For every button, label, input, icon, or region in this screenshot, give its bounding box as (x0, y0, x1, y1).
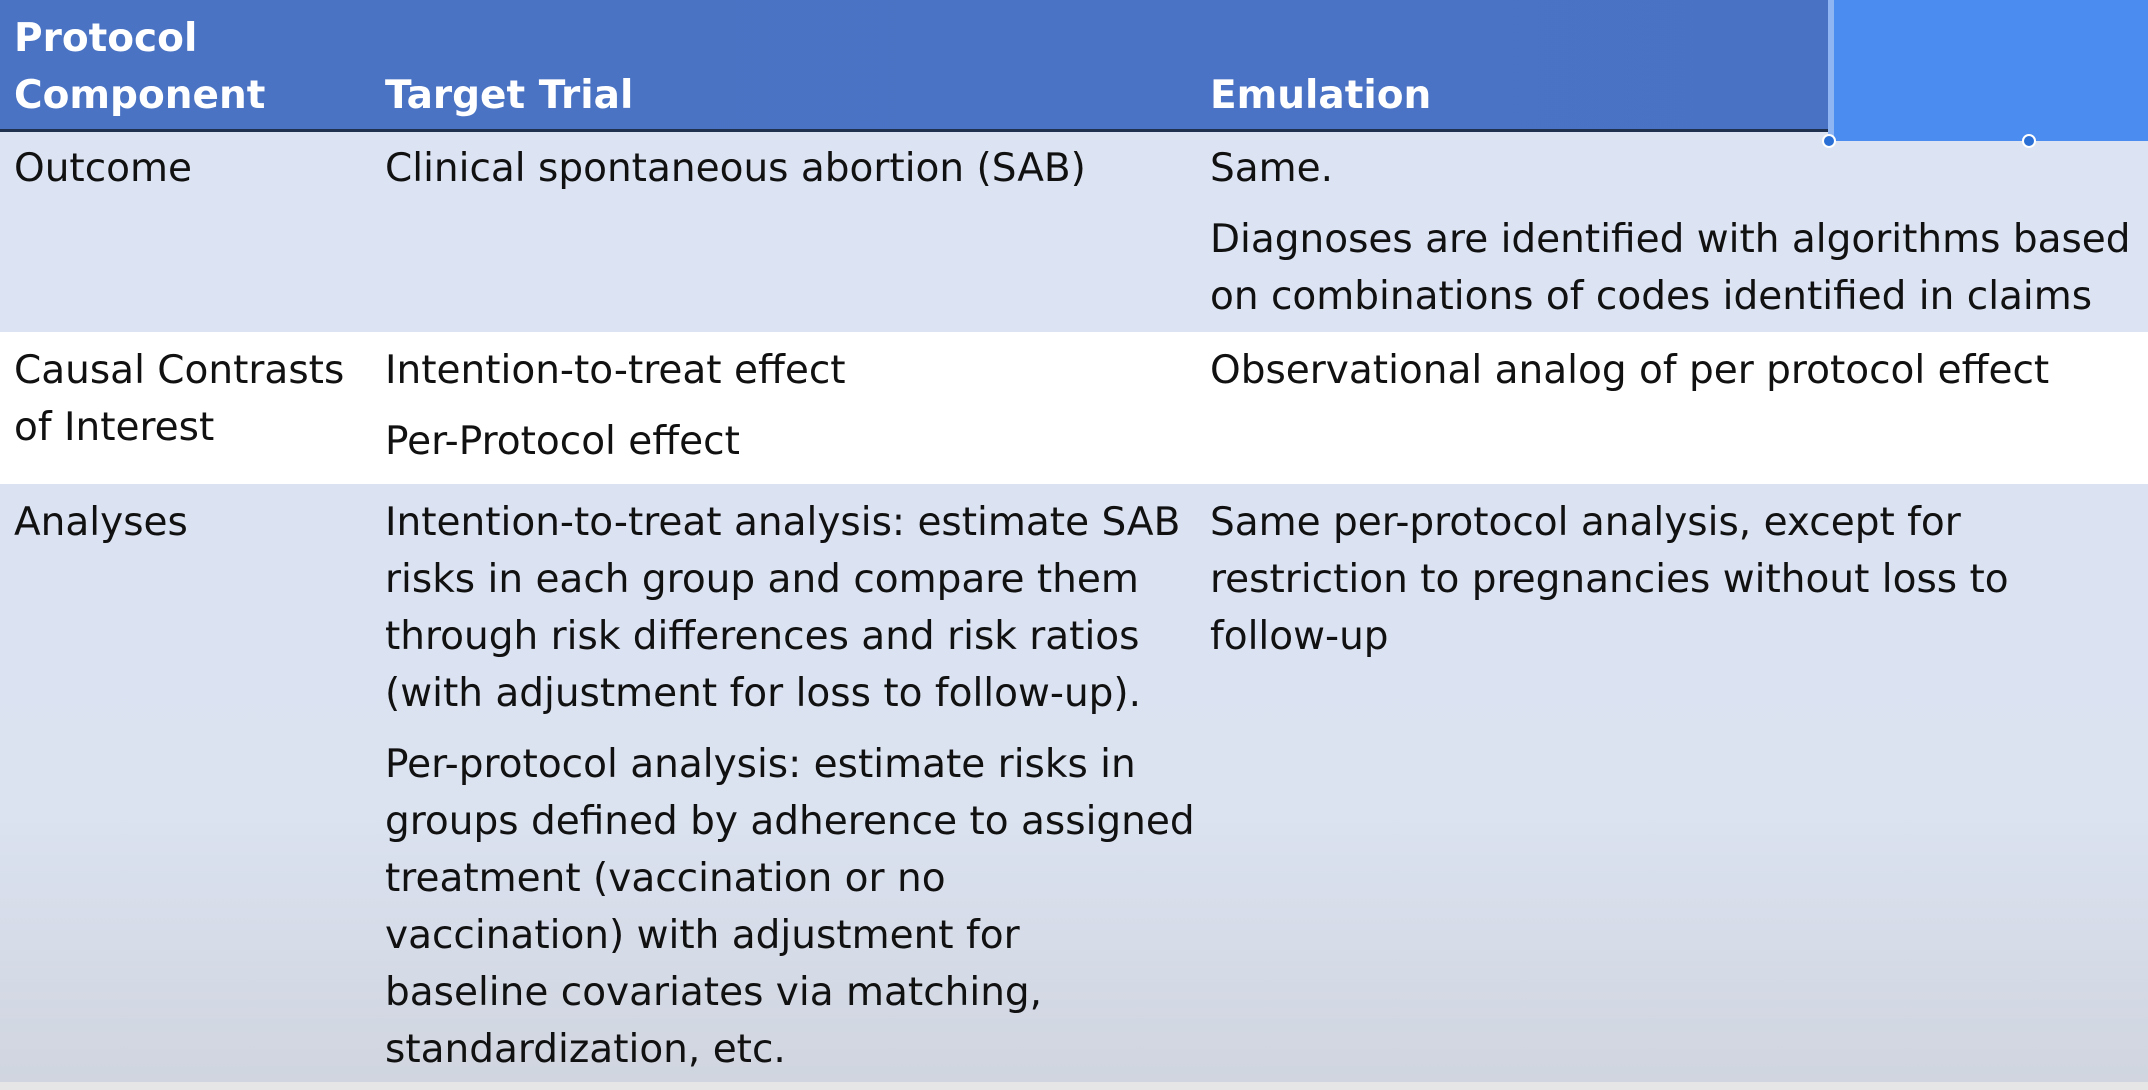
header-text-line: Component (14, 73, 266, 118)
cell-target: Clinical spontaneous abortion (SAB) (385, 140, 1086, 197)
paragraph: Same. (1210, 140, 2131, 197)
cell-text: Analyses (14, 500, 188, 545)
header-protocol-component: Protocol Component (14, 10, 265, 124)
cell-text: Same. (1210, 146, 1334, 191)
cell-text: vaccination) with adjustment for (385, 913, 1020, 958)
cell-text: Outcome (14, 146, 192, 191)
cell-text: baseline covariates via matching, (385, 970, 1043, 1015)
cell-text: Per-protocol analysis: estimate risks in (385, 742, 1136, 787)
resize-handle-bottom-left[interactable] (1822, 134, 1836, 148)
paragraph: Per-protocol analysis: estimate risks in… (385, 736, 1195, 1078)
resize-handle-bottom-middle[interactable] (2022, 134, 2036, 148)
paragraph: Per-Protocol effect (385, 413, 846, 470)
cell-component: Outcome (14, 140, 192, 197)
table-row-analyses: Analyses Intention-to-treat analysis: es… (0, 484, 2148, 1082)
paragraph: Intention-to-treat analysis: estimate SA… (385, 494, 1195, 722)
header-text-line: Protocol (14, 16, 198, 61)
cell-text: restriction to pregnancies without loss … (1210, 557, 2009, 602)
table-row-outcome: Outcome Clinical spontaneous abortion (S… (0, 132, 2148, 332)
cell-text: Diagnoses are identified with algorithms… (1210, 217, 2131, 262)
table-row-causal-contrasts: Causal Contrasts of Interest Intention-t… (0, 332, 2148, 484)
cell-emulation: Observational analog of per protocol eff… (1210, 342, 2049, 399)
cell-component: Causal Contrasts of Interest (14, 342, 344, 456)
cell-text: Clinical spontaneous abortion (SAB) (385, 146, 1086, 191)
cell-text: Intention-to-treat analysis: estimate SA… (385, 500, 1181, 545)
cell-target: Intention-to-treat effect Per-Protocol e… (385, 342, 846, 470)
cell-text: treatment (vaccination or no (385, 856, 946, 901)
cell-text: (with adjustment for loss to follow-up). (385, 671, 1142, 716)
cell-text: on combinations of codes identified in c… (1210, 274, 2093, 319)
cell-text: standardization, etc. (385, 1027, 786, 1072)
cell-text: Per-Protocol effect (385, 419, 740, 464)
cell-text: Observational analog of per protocol eff… (1210, 348, 2050, 393)
paragraph: Diagnoses are identified with algorithms… (1210, 211, 2131, 325)
cell-text: of Interest (14, 405, 215, 450)
cell-emulation: Same per-protocol analysis, except for r… (1210, 494, 2009, 665)
bottom-strip (0, 1082, 2148, 1090)
table-header-row: Protocol Component Target Trial Emulatio… (0, 0, 2148, 132)
cell-text: Intention-to-treat effect (385, 348, 846, 393)
header-emulation: Emulation (1210, 73, 1432, 118)
cell-text: Causal Contrasts (14, 348, 345, 393)
cell-target: Intention-to-treat analysis: estimate SA… (385, 494, 1195, 1078)
header-target-trial: Target Trial (385, 73, 634, 118)
selected-shape[interactable] (1828, 0, 2148, 141)
cell-component: Analyses (14, 494, 188, 551)
cell-text: risks in each group and compare them (385, 557, 1139, 602)
cell-text: through risk differences and risk ratios (385, 614, 1140, 659)
cell-text: groups defined by adherence to assigned (385, 799, 1195, 844)
cell-text: Same per-protocol analysis, except for (1210, 500, 1961, 545)
cell-emulation: Same. Diagnoses are identified with algo… (1210, 140, 2131, 325)
paragraph: Intention-to-treat effect (385, 342, 846, 399)
cell-text: follow-up (1210, 614, 1389, 659)
